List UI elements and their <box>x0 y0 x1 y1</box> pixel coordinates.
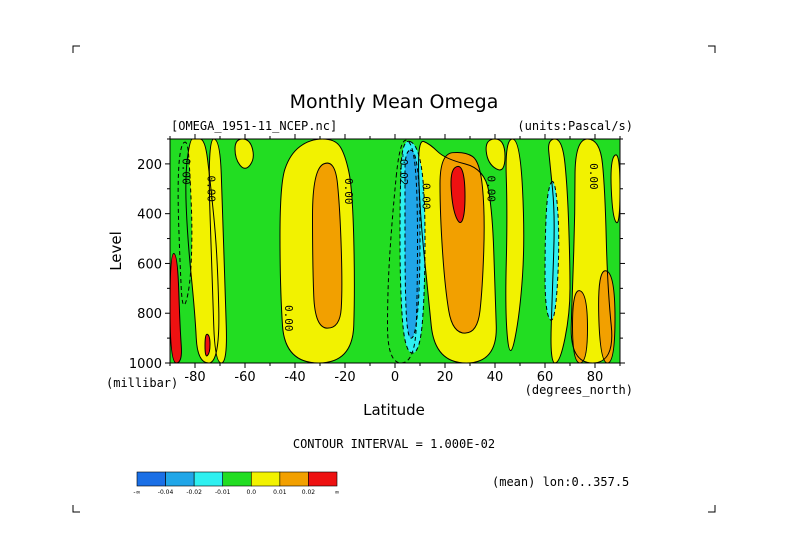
crop-mark-top-right <box>708 45 716 53</box>
y-tick-label: 400 <box>137 208 162 223</box>
contour-label: 0.00 <box>342 178 355 205</box>
legend-label: -0.02 <box>186 489 202 496</box>
contour-fills <box>170 139 620 363</box>
contour-fill-region-1-3 <box>598 270 615 363</box>
dataset-label: [OMEGA_1951-11_NCEP.nc] <box>171 119 337 133</box>
contour-fill-region-0-6 <box>505 139 524 351</box>
contour-line-1-2 <box>571 290 589 363</box>
contour-line-4-0 <box>399 140 426 354</box>
contour-fill-region-5-0 <box>405 150 420 339</box>
y-tick-label: 1000 <box>129 357 162 372</box>
contour-fill-region-0-3 <box>235 139 254 169</box>
contour-label: 0.00 <box>587 163 600 190</box>
legend-label: -0.01 <box>215 489 231 496</box>
x-tick-label: 20 <box>437 370 454 385</box>
contour-fill-region-0-5 <box>486 139 505 170</box>
contour-fill-region-1-1 <box>440 152 485 334</box>
chart-title: Monthly Mean Omega <box>290 91 499 113</box>
crop-marks <box>72 45 716 513</box>
contour-label: 0.00 <box>420 183 433 210</box>
crop-mark-bottom-left <box>72 505 80 513</box>
y-tick-label: 600 <box>137 257 162 272</box>
contour-fill-region-3-0 <box>178 142 192 305</box>
contour-fill-region-4-1 <box>545 181 559 321</box>
contour-line-0-4 <box>418 140 497 363</box>
contour-fill-region-2-2 <box>451 166 465 223</box>
crop-mark-bottom-right <box>708 505 716 513</box>
legend-swatch <box>279 471 309 487</box>
x-axis-label: Latitude <box>363 401 425 419</box>
legend-swatch <box>250 471 281 487</box>
legend-swatch <box>193 471 224 487</box>
x-tick-label: 60 <box>537 370 554 385</box>
legend-swatch <box>136 471 166 487</box>
legend-label: 0.01 <box>273 489 287 496</box>
contour-line-1-0 <box>311 162 343 329</box>
contour-label: 0.00 <box>282 305 295 332</box>
contour-fill-region-1-2 <box>572 290 588 363</box>
contour-interval-label: CONTOUR INTERVAL = 1.000E-02 <box>293 437 495 451</box>
contour-label: -0.02 <box>397 152 410 185</box>
contour-line-1-3 <box>598 270 616 363</box>
y-axis-units: (millibar) <box>106 376 178 390</box>
x-tick-label: -40 <box>284 370 305 385</box>
contour-fill-region-0-9 <box>611 154 620 223</box>
plot-area: 0.00 0.00 0.00 0.00 -0.02 0.00 0.00 0.00 <box>169 138 621 364</box>
contour-line-0-3 <box>234 139 254 169</box>
x-tick-label: 40 <box>487 370 504 385</box>
contour-line-4-1 <box>544 181 560 321</box>
legend-label: ∞ <box>335 489 340 496</box>
legend-label: -∞ <box>133 489 140 496</box>
legend-label: -0.04 <box>158 489 174 496</box>
units-label: (units:Pascal/s) <box>517 119 633 133</box>
contour-fill-region-2-1 <box>205 334 210 356</box>
contour-line-0-0 <box>185 139 220 363</box>
contour-line-2-2 <box>450 165 466 223</box>
contour-line-0-6 <box>505 139 525 352</box>
legend-swatch <box>165 471 195 487</box>
contour-fill-region-1-0 <box>312 163 342 329</box>
contour-line-5-0 <box>404 149 421 339</box>
crop-mark-top-left <box>72 45 80 53</box>
contour-fill-region-2-0 <box>170 253 182 363</box>
contour-line-0-1 <box>208 139 227 363</box>
x-tick-label: -20 <box>334 370 355 385</box>
x-tick-label: 0 <box>391 370 399 385</box>
contour-label: 0.00 <box>205 176 218 203</box>
x-axis-ticks: -80 -60 -40 -20 0 20 40 60 80 <box>169 134 621 385</box>
y-tick-label: 800 <box>137 307 162 322</box>
contour-line-2-1 <box>204 333 211 357</box>
x-tick-label: -60 <box>234 370 255 385</box>
legend-label: 0.02 <box>302 489 316 496</box>
contour-label: 0.00 <box>180 158 193 185</box>
y-axis-ticks: 200 400 600 800 1000 <box>129 138 625 372</box>
contour-line-1-1 <box>439 151 485 334</box>
y-tick-label: 200 <box>137 158 162 173</box>
footnote-label: (mean) lon:0..357.5 <box>492 475 629 489</box>
contour-label: 0.00 <box>485 176 498 203</box>
legend-swatch <box>222 471 252 487</box>
legend-swatch <box>308 471 338 487</box>
legend-label: 0.0 <box>247 489 257 496</box>
y-axis-label: Level <box>107 231 125 271</box>
x-tick-label: 80 <box>587 370 604 385</box>
contour-line-0-5 <box>485 139 506 171</box>
x-axis-units: (degrees_north) <box>525 383 633 397</box>
contour-line-3-0 <box>177 141 193 306</box>
contour-labels: 0.00 0.00 0.00 0.00 -0.02 0.00 0.00 0.00 <box>180 152 601 331</box>
x-tick-label: -80 <box>184 370 205 385</box>
color-legend: -∞ -0.04 -0.02 -0.01 0.0 0.01 0.02 ∞ <box>133 471 340 496</box>
